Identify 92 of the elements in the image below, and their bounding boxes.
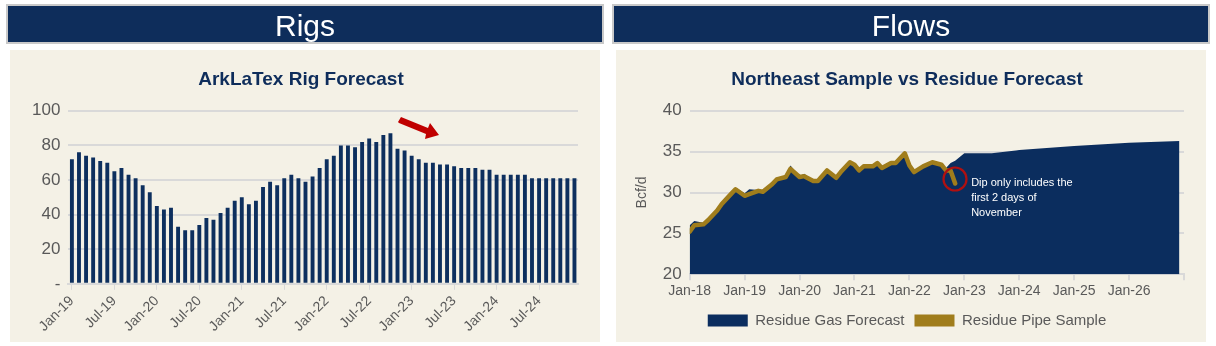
bar	[459, 167, 464, 283]
bar	[423, 162, 428, 283]
bar	[296, 178, 301, 283]
bar	[169, 207, 173, 283]
annotation: Dip only includes the first 2 days of November	[971, 176, 1073, 219]
bar	[197, 225, 202, 283]
bar	[268, 181, 273, 283]
y-axis-title: Bcf/d	[633, 176, 650, 209]
bar	[508, 174, 513, 283]
bar	[183, 230, 188, 283]
bar	[338, 145, 343, 283]
legend-label: Residue Gas Forecast	[755, 310, 906, 328]
bar	[84, 155, 89, 283]
bar	[140, 185, 145, 283]
bar	[353, 147, 357, 283]
y-tick-label: 35	[662, 141, 682, 161]
y-tick-label: 100	[31, 100, 61, 120]
x-tick-label: Jan-21	[833, 282, 877, 299]
bar	[409, 155, 414, 283]
bar	[473, 167, 478, 283]
bar	[438, 164, 442, 283]
bar	[91, 157, 96, 283]
x-tick-label: Jan-25	[1052, 282, 1096, 299]
bar	[225, 207, 230, 283]
bar	[522, 174, 527, 283]
bar	[374, 141, 379, 283]
bar	[416, 159, 421, 283]
bar	[565, 178, 570, 283]
bar	[331, 155, 336, 283]
bar	[324, 159, 329, 283]
chart-title: Flows	[612, 4, 1210, 44]
chart-subtitle: Northeast Sample vs Residue Forecast	[731, 67, 1084, 89]
chart-subtitle: ArkLaTex Rig Forecast	[198, 67, 405, 89]
x-tick-label: Jan-20	[778, 282, 822, 299]
bar	[360, 141, 365, 283]
y-tick-label: -	[54, 273, 61, 293]
x-tick-label: Jan-18	[668, 282, 712, 299]
bar	[112, 171, 117, 283]
chart-title: Rigs	[6, 4, 604, 44]
y-tick-label: 80	[41, 135, 61, 155]
bar	[98, 160, 103, 283]
bar	[253, 200, 258, 283]
bar	[388, 133, 393, 283]
bar	[105, 162, 110, 283]
bar	[282, 178, 287, 283]
legend-label: Residue Pipe Sample	[961, 310, 1107, 328]
y-tick-label: 25	[662, 223, 682, 243]
x-tick-label: Jan-23	[942, 282, 986, 299]
bar	[537, 178, 542, 283]
bar	[161, 209, 166, 283]
bar	[445, 164, 449, 283]
bar	[77, 152, 81, 283]
bar	[147, 192, 152, 283]
bar	[346, 145, 350, 283]
y-tick-label: 40	[41, 204, 61, 224]
bar	[430, 162, 435, 283]
bar	[310, 176, 315, 283]
y-tick-label: 40	[662, 100, 682, 120]
bar	[69, 159, 74, 283]
bar	[558, 178, 563, 283]
x-tick-label: Jan-22	[887, 282, 932, 299]
bar	[232, 200, 237, 283]
bar	[466, 167, 471, 283]
bar	[452, 166, 457, 283]
y-tick-label: 20	[41, 238, 61, 258]
bar	[261, 186, 265, 283]
bar	[367, 138, 372, 283]
bar	[133, 178, 138, 283]
bar	[551, 178, 556, 283]
bar	[402, 150, 407, 283]
bar	[204, 218, 209, 283]
bar	[530, 178, 534, 283]
bar	[275, 185, 280, 283]
bar	[289, 174, 294, 283]
x-tick-label: Jan-19	[723, 282, 767, 299]
bar	[501, 174, 506, 283]
bar	[494, 174, 499, 283]
y-tick-label: 30	[662, 182, 682, 202]
bar	[480, 169, 485, 283]
x-tick-label: Jan-24	[997, 282, 1041, 299]
y-tick-label: 60	[41, 169, 61, 189]
bar	[544, 178, 549, 283]
bar	[515, 174, 520, 283]
y-tick-label: 20	[662, 263, 682, 283]
bar	[176, 226, 181, 283]
bar	[317, 167, 322, 283]
bar	[381, 135, 386, 283]
bar	[239, 197, 244, 283]
bar	[154, 205, 159, 283]
bar	[190, 230, 195, 283]
x-tick-label: Jan-26	[1107, 282, 1151, 299]
bar	[246, 204, 251, 283]
